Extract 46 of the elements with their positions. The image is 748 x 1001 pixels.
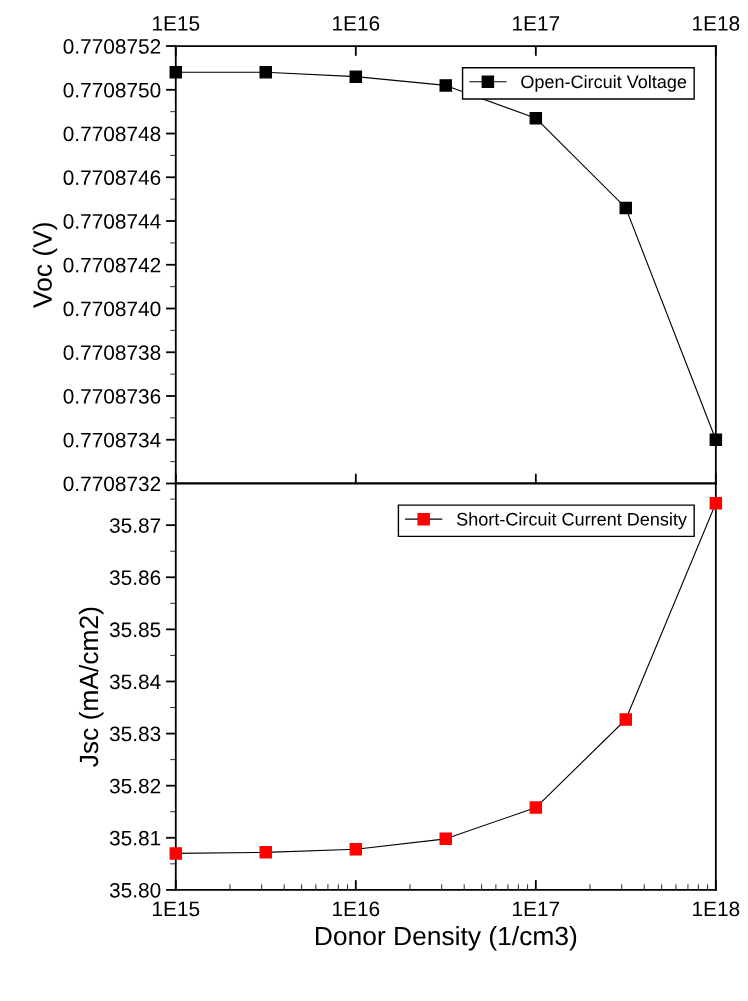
- y-tick-label: 0.7708748: [63, 126, 161, 142]
- y-tick-label: 35.83: [109, 726, 161, 742]
- y-tick-label: 0.7708752: [63, 39, 161, 54]
- y-tick-label: 0.7708746: [63, 170, 161, 186]
- point: [439, 79, 453, 92]
- x-tick-label: 1E17: [513, 16, 560, 31]
- x-tick-label: 1E15: [153, 16, 200, 31]
- point: [259, 66, 272, 79]
- point: [439, 832, 453, 846]
- y-tick-label: 0.7708750: [63, 82, 161, 98]
- y-tick-label: 0.7708734: [63, 432, 161, 448]
- y-axis-title: Voc (V): [32, 223, 58, 308]
- point: [349, 842, 363, 856]
- y-tick-label: 35.85: [109, 622, 161, 638]
- x-tick-label: 1E17: [513, 901, 560, 917]
- y-axis-title: Jsc (mA/cm2): [78, 607, 104, 767]
- y-tick-label: 35.81: [109, 830, 161, 846]
- y-tick-label: 0.7708732: [63, 476, 161, 492]
- point: [619, 201, 633, 215]
- x-axis-title: Donor Density (1/cm3): [316, 925, 577, 951]
- x-tick-label: 1E15: [153, 901, 200, 917]
- legend-label: Short-Circuit Current Density: [457, 512, 687, 530]
- point: [349, 70, 363, 83]
- y-tick-label: 0.7708742: [63, 257, 161, 273]
- y-tick-label: 35.86: [109, 570, 161, 586]
- point: [529, 801, 543, 814]
- point: [169, 66, 183, 79]
- x-tick-label: 1E18: [693, 16, 740, 31]
- point: [709, 497, 723, 510]
- y-tick-label: 35.87: [109, 518, 161, 533]
- legend-label: Open-Circuit Voltage: [521, 74, 687, 92]
- point: [169, 847, 183, 860]
- y-tick-label: 35.82: [109, 778, 161, 794]
- x-tick-label: 1E18: [693, 901, 740, 917]
- x-tick-label: 1E16: [333, 901, 380, 917]
- y-tick-label: 0.7708744: [63, 214, 161, 229]
- y-tick-label: 35.80: [109, 882, 161, 898]
- y-tick-label: 35.84: [109, 674, 161, 690]
- y-tick-label: 0.7708740: [63, 301, 161, 317]
- point: [619, 713, 633, 726]
- y-tick-label: 0.7708736: [63, 389, 161, 404]
- point: [529, 111, 543, 125]
- x-tick-label: 1E16: [333, 16, 380, 31]
- point: [709, 433, 723, 446]
- point: [259, 846, 272, 859]
- y-tick-label: 0.7708738: [63, 345, 161, 361]
